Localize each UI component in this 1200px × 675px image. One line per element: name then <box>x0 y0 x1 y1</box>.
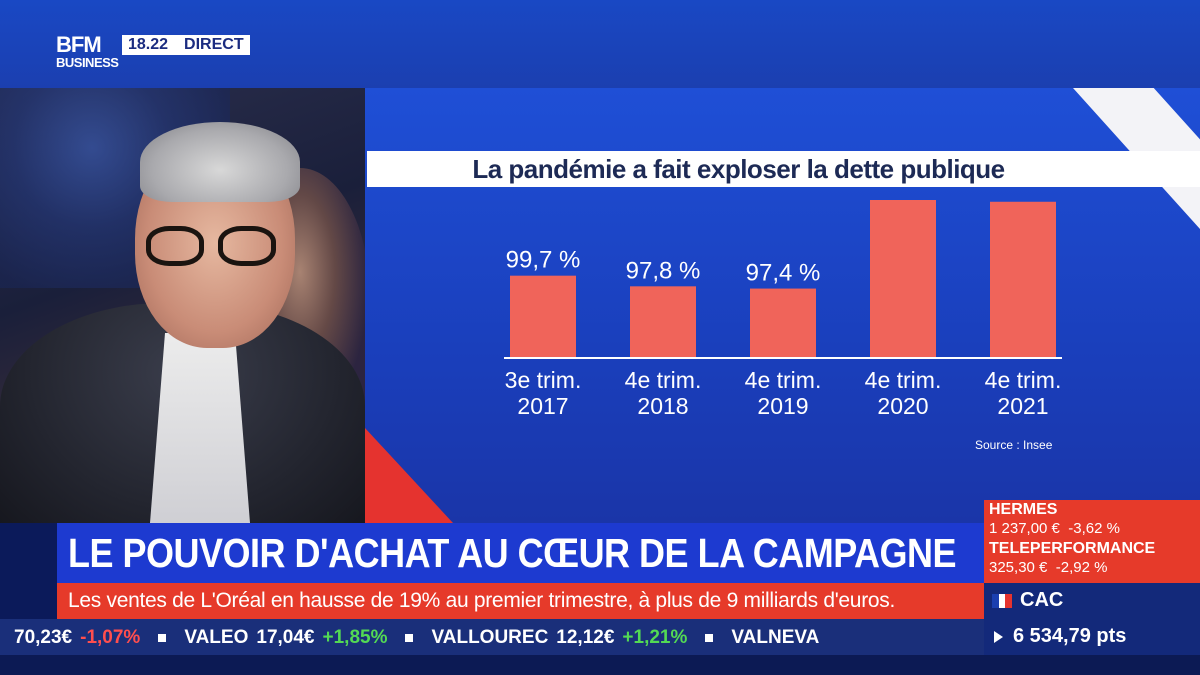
stock-values: 325,30 € -2,92 % <box>989 559 1107 576</box>
quote-change: -1,07% <box>80 627 141 648</box>
logo-line1: BFM <box>56 32 102 57</box>
quote-price: 12,12€ <box>556 627 615 648</box>
chart-title: La pandémie a fait exploser la dette pub… <box>472 154 1005 184</box>
separator-square-icon <box>705 634 714 642</box>
category-label-line1: 4e trim. <box>625 367 702 393</box>
play-arrow-icon <box>994 630 1003 643</box>
chart-source: Source : Insee <box>975 438 1053 452</box>
category-label-line2: 2017 <box>517 393 568 419</box>
bar-value-label: 97,8 % <box>626 257 701 284</box>
bar-2017 <box>510 275 576 358</box>
quote-name: VALEO <box>184 627 249 648</box>
quotes-ticker: 70,23€ -1,07% VALEO 17,04€ +1,85% VALLOUREC 12… <box>0 619 984 655</box>
stock-name: HERMES <box>989 501 1058 518</box>
bar-2020 <box>870 200 936 358</box>
logo-line2: BUSINESS <box>56 55 119 70</box>
headline: LE POUVOIR D'ACHAT AU CŒUR DE LA CAMPAGN… <box>68 530 957 576</box>
studio-video <box>0 88 365 523</box>
bar-2021 <box>990 201 1056 358</box>
quote-name: VALNEVA <box>731 627 820 648</box>
headline-bar <box>57 523 984 583</box>
live-label: DIRECT <box>184 36 244 53</box>
stock-price: 325,30 € <box>989 559 1048 576</box>
category-label-line2: 2019 <box>757 393 808 419</box>
quote-item: VALEO 17,04€ +1,85% <box>184 627 387 649</box>
quote-change: +1,85% <box>322 627 388 648</box>
category-label-line2: 2018 <box>637 393 688 419</box>
quote-item: VALLOUREC 12,12€ +1,21% <box>431 627 687 649</box>
live-clock: 18.22 DIRECT <box>122 35 250 55</box>
quote-change: +1,21% <box>622 627 688 648</box>
index-value: 6 534,79 pts <box>1013 625 1127 647</box>
stock-change: -2,92 % <box>1055 559 1108 576</box>
glasses <box>146 226 284 268</box>
index-panel: CAC 6 534,79 pts <box>984 583 1200 655</box>
quote-item: 70,23€ -1,07% <box>14 627 140 649</box>
index-name: CAC <box>1020 589 1064 611</box>
stock-change: -3,62 % <box>1068 520 1120 537</box>
france-flag-icon <box>992 594 1013 608</box>
category-label-line1: 4e trim. <box>985 367 1062 393</box>
news-ticker-text: Les ventes de L'Oréal en hausse de 19% a… <box>68 589 895 612</box>
category-label-line1: 4e trim. <box>745 367 822 393</box>
separator-square-icon <box>158 634 167 642</box>
bar-2019 <box>750 288 816 358</box>
bar-value-label: 97,4 % <box>746 260 821 287</box>
quote-item: VALNEVA <box>731 627 819 649</box>
quote-name: VALLOUREC <box>431 627 549 648</box>
stock-values: 1 237,00 € -3,62 % <box>989 520 1120 537</box>
quote-price: 70,23€ <box>14 627 73 648</box>
bar-2018 <box>630 286 696 358</box>
separator-square-icon <box>405 634 414 642</box>
stock-name: TELEPERFORMANCE <box>989 540 1156 557</box>
category-label-line2: 2020 <box>877 393 928 419</box>
category-label-line1: 4e trim. <box>865 367 942 393</box>
top-movers-panel: HERMES 1 237,00 € -3,62 % TELEPERFORMANC… <box>984 500 1200 583</box>
chart-title-bar <box>367 151 1200 187</box>
category-label-line2: 2021 <box>997 393 1048 419</box>
bar-value-label: 99,7 % <box>506 247 581 274</box>
quote-price: 17,04€ <box>256 627 315 648</box>
index-value-row: 6 534,79 pts <box>994 625 1126 648</box>
channel-logo: BFM BUSINESS <box>56 32 119 70</box>
news-ticker-bar <box>57 583 984 619</box>
stock-price: 1 237,00 € <box>989 520 1060 537</box>
clock-time: 18.22 <box>128 36 169 53</box>
category-label-line1: 3e trim. <box>505 367 582 393</box>
quotes-ticker-items: 70,23€ -1,07% VALEO 17,04€ +1,85% VALLOUREC 12… <box>0 627 819 649</box>
